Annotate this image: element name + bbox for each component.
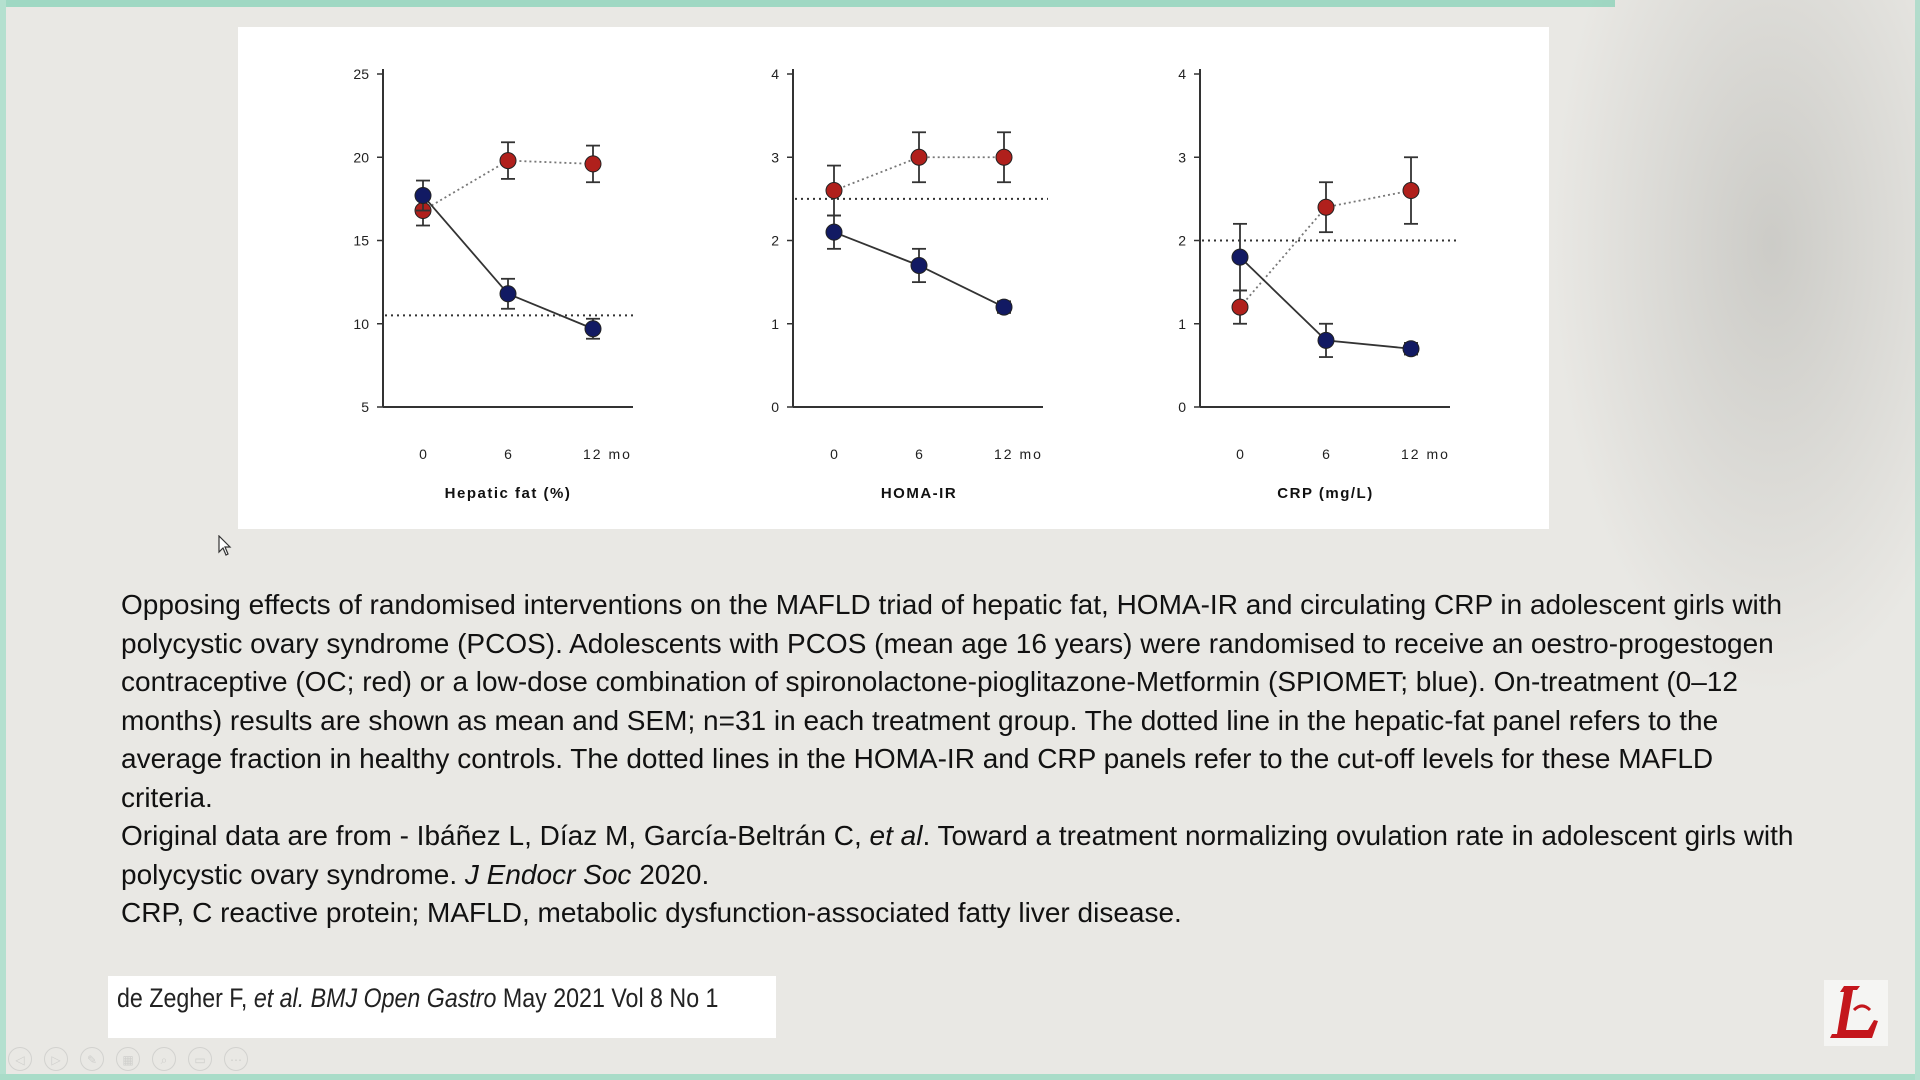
y-tick-label: 2 xyxy=(771,233,779,249)
source-authors: Original data are from - Ibáñez L, Díaz … xyxy=(121,820,870,851)
y-tick-label: 1 xyxy=(1178,316,1186,332)
background-shadow xyxy=(1550,0,1920,700)
grid-view-icon[interactable]: ▦ xyxy=(116,1047,140,1071)
y-tick-label: 0 xyxy=(771,399,779,415)
citation-text: de Zegher F, et al. BMJ Open Gastro May … xyxy=(117,983,718,1014)
y-tick-label: 15 xyxy=(353,233,369,249)
x-tick-label: 6 xyxy=(504,446,512,462)
citation-author: de Zegher F, xyxy=(117,983,254,1013)
y-tick-label: 4 xyxy=(771,66,779,82)
citation-journal: et al. BMJ Open Gastro xyxy=(253,983,497,1013)
caption-abbreviations: CRP, C reactive protein; MAFLD, metaboli… xyxy=(121,897,1182,928)
figure-panel: 5 10 15 20 25 0 6 12 mo Hepatic fat (%) 0 1 2 3 4 0 6 12… xyxy=(238,27,1549,529)
next-slide-icon[interactable]: ▷ xyxy=(44,1047,68,1071)
x-tick-label: 0 xyxy=(419,446,427,462)
data-point xyxy=(499,152,517,170)
y-tick-label: 10 xyxy=(353,316,369,332)
data-point xyxy=(1231,298,1249,316)
x-tick-label: 0 xyxy=(830,446,838,462)
caption-source: Original data are from - Ibáñez L, Díaz … xyxy=(121,817,1801,894)
data-point xyxy=(584,320,602,338)
subtitles-icon[interactable]: ▭ xyxy=(188,1047,212,1071)
more-options-icon[interactable]: ⋯ xyxy=(224,1047,248,1071)
data-point xyxy=(584,155,602,173)
axis-title: Hepatic fat (%) xyxy=(445,485,572,502)
data-point xyxy=(1317,198,1335,216)
y-tick-label: 2 xyxy=(1178,233,1186,249)
x-tick-label: 6 xyxy=(1322,446,1330,462)
series-line xyxy=(422,159,594,212)
data-point xyxy=(995,148,1013,166)
data-point xyxy=(1317,331,1335,349)
y-tick-label: 3 xyxy=(771,149,779,165)
data-point xyxy=(825,182,843,200)
data-point xyxy=(1402,182,1420,200)
zoom-icon[interactable]: ⌕ xyxy=(152,1047,176,1071)
x-tick-label: 12 mo xyxy=(1401,446,1450,462)
data-point xyxy=(910,256,928,274)
data-point xyxy=(825,223,843,241)
citation-issue: May 2021 Vol 8 No 1 xyxy=(496,983,719,1013)
pen-icon[interactable]: ✎ xyxy=(80,1047,104,1071)
x-tick-label: 0 xyxy=(1236,446,1244,462)
caption-main: Opposing effects of randomised intervent… xyxy=(121,589,1783,813)
source-journal: J Endocr Soc xyxy=(464,858,632,890)
y-tick-label: 5 xyxy=(361,399,369,415)
data-point xyxy=(1231,248,1249,266)
data-point xyxy=(414,187,432,205)
source-etal: et al xyxy=(869,820,923,851)
citation-box: de Zegher F, et al. BMJ Open Gastro May … xyxy=(108,976,776,1038)
x-tick-label: 12 mo xyxy=(994,446,1043,462)
data-point xyxy=(1402,340,1420,358)
frame-bottom-border xyxy=(0,1074,1920,1080)
frame-right-border xyxy=(1915,0,1920,1080)
x-tick-label: 12 mo xyxy=(583,446,632,462)
mouse-cursor-icon xyxy=(218,535,232,556)
data-point xyxy=(499,285,517,303)
frame-top-border xyxy=(0,0,1615,7)
slideshow-toolbar: ◁ ▷ ✎ ▦ ⌕ ▭ ⋯ xyxy=(8,1047,248,1073)
data-point xyxy=(910,148,928,166)
channel-logo-icon xyxy=(1824,980,1888,1046)
y-tick-label: 4 xyxy=(1178,66,1186,82)
y-tick-label: 20 xyxy=(353,149,369,165)
data-point xyxy=(995,298,1013,316)
y-tick-label: 3 xyxy=(1178,149,1186,165)
y-tick-label: 1 xyxy=(771,316,779,332)
axis-title: HOMA-IR xyxy=(881,485,957,502)
frame-left-border xyxy=(0,0,6,1080)
y-tick-label: 25 xyxy=(353,66,369,82)
axis-title: CRP (mg/L) xyxy=(1277,485,1373,502)
x-tick-label: 6 xyxy=(915,446,923,462)
y-tick-label: 0 xyxy=(1178,399,1186,415)
source-title: . Toward a treatment normalizing ovulati… xyxy=(121,820,1794,890)
figure-caption: Opposing effects of randomised intervent… xyxy=(121,586,1801,933)
previous-slide-icon[interactable]: ◁ xyxy=(8,1047,32,1071)
source-year: 2020. xyxy=(631,858,710,890)
